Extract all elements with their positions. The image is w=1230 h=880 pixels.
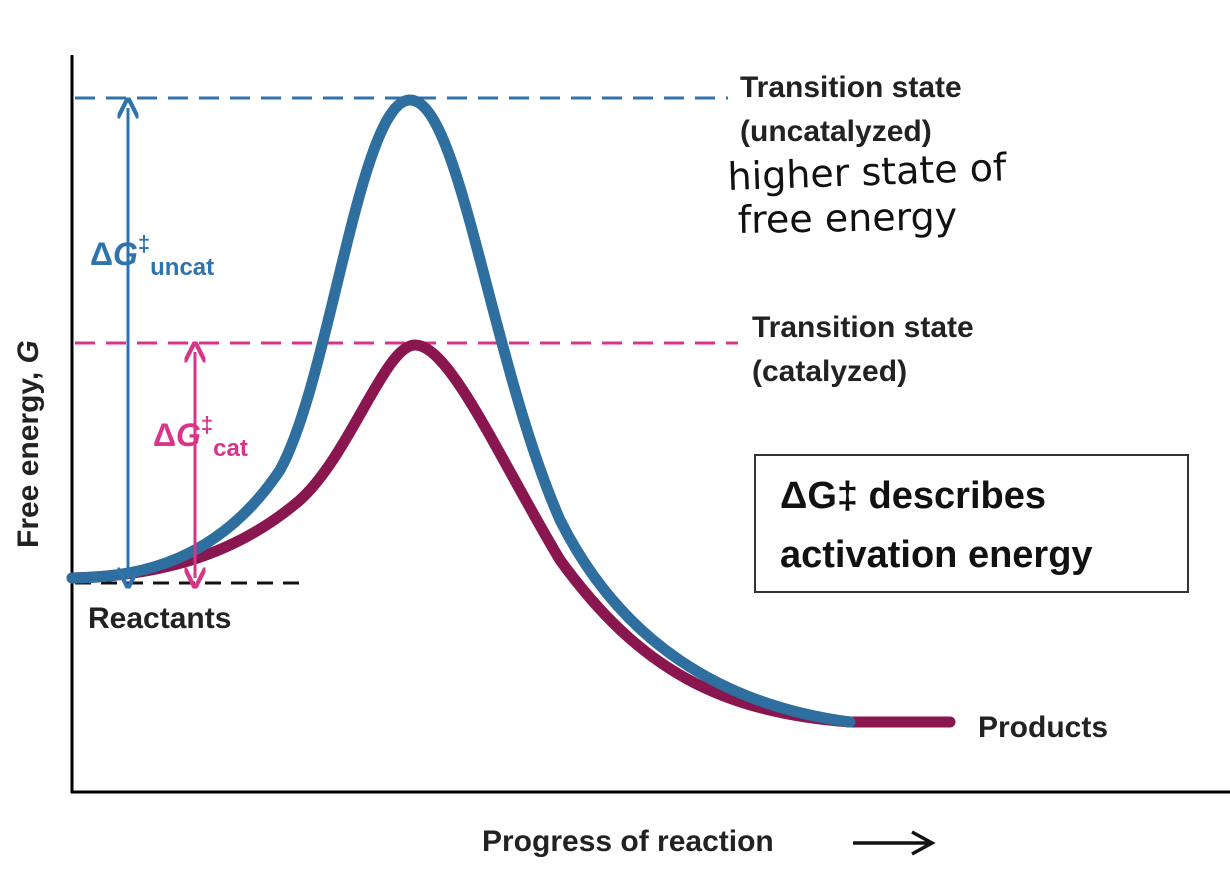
handwritten-note-line2: free energy <box>737 194 957 242</box>
dg-cat-dagger: ‡ <box>201 412 213 437</box>
dg-cat-label: ΔG‡cat <box>153 412 248 462</box>
dg-cat-delta: Δ <box>153 417 176 453</box>
y-axis-label-main: Free energy, <box>12 363 45 548</box>
note-box-line1: ΔG‡ describes <box>780 475 1046 517</box>
products-label: Products <box>978 711 1108 744</box>
dg-uncat-sub: uncat <box>150 254 214 281</box>
catalyzed-curve <box>66 339 956 728</box>
dg-uncat-delta: Δ <box>90 236 113 272</box>
note-box <box>754 454 1189 593</box>
x-axis-arrow-icon <box>853 830 936 856</box>
ts-cat-line2: (catalyzed) <box>752 355 907 388</box>
dg-cat-g: G <box>176 417 201 453</box>
dg-cat-sub: cat <box>213 435 248 462</box>
dg-uncat-label: ΔG‡uncat <box>90 231 214 281</box>
dg-uncat-g: G <box>113 236 138 272</box>
y-axis-label: Free energy, G <box>12 340 45 548</box>
ts-uncat-line2: (uncatalyzed) <box>740 115 932 148</box>
handwritten-note-line1: higher state of <box>727 145 1009 199</box>
uncatalyzed-curve <box>66 94 856 728</box>
dg-uncat-dagger: ‡ <box>138 231 150 256</box>
ts-uncat-line1: Transition state <box>740 71 962 104</box>
note-box-line2: activation energy <box>780 534 1093 576</box>
y-axis-label-var: G <box>12 340 45 363</box>
x-axis-label: Progress of reaction <box>482 825 774 858</box>
ts-cat-line1: Transition state <box>752 311 974 344</box>
reactants-label: Reactants <box>88 602 231 635</box>
